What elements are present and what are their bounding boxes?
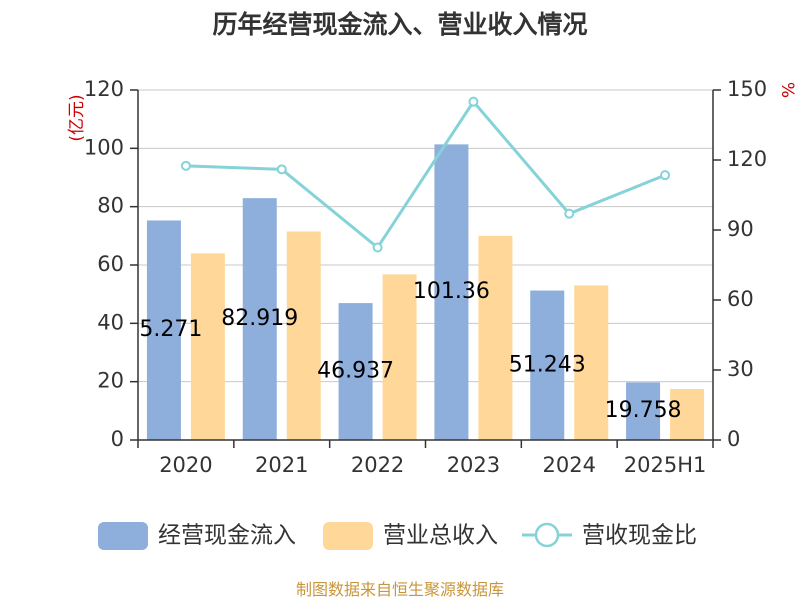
right-axis-unit: % bbox=[777, 82, 797, 98]
right-tick-label: 60 bbox=[727, 287, 754, 311]
left-tick-label: 100 bbox=[84, 135, 124, 159]
line-point bbox=[180, 160, 191, 171]
bar-revenue bbox=[286, 231, 321, 440]
data-label: 51.243 bbox=[509, 352, 586, 377]
bar-revenue bbox=[574, 285, 609, 440]
bar-revenue bbox=[190, 253, 225, 440]
right-tick-label: 150 bbox=[727, 77, 767, 101]
bar-cash-inflow bbox=[530, 290, 565, 440]
left-tick-label: 40 bbox=[97, 310, 124, 334]
data-label: 82.919 bbox=[221, 306, 298, 331]
left-tick-label: 60 bbox=[97, 252, 124, 276]
chart-title: 历年经营现金流入、营业收入情况 bbox=[212, 10, 587, 39]
bar-cash-inflow bbox=[338, 303, 373, 440]
bar-revenue bbox=[670, 388, 705, 440]
left-tick-label: 120 bbox=[84, 77, 124, 101]
line-point bbox=[564, 208, 575, 219]
data-labels-layer: 75.271 82.919 46.937 101.36 51.243 19.758 bbox=[125, 279, 682, 423]
legend-ratio-label: 营收现金比 bbox=[582, 523, 697, 549]
bar-revenue bbox=[478, 235, 513, 440]
x-tick-label: 2021 bbox=[255, 453, 308, 477]
source-note: 制图数据来自恒生聚源数据库 bbox=[296, 580, 504, 599]
legend-revenue-swatch bbox=[323, 522, 373, 550]
bar-cash-inflow bbox=[242, 198, 277, 440]
line-point bbox=[660, 170, 671, 181]
legend-cash-inflow-label: 经营现金流入 bbox=[158, 523, 296, 549]
x-tick-label: 2024 bbox=[543, 453, 596, 477]
data-label: 75.271 bbox=[125, 317, 202, 342]
left-tick-label: 20 bbox=[97, 369, 124, 393]
data-label: 46.937 bbox=[317, 359, 394, 384]
left-axis-unit: (亿元) bbox=[67, 94, 87, 141]
x-tick-label: 2025H1 bbox=[624, 453, 707, 477]
right-tick-label: 90 bbox=[727, 217, 754, 241]
data-label: 101.36 bbox=[413, 279, 490, 304]
line-point bbox=[468, 96, 479, 107]
right-tick-label: 120 bbox=[727, 147, 767, 171]
series-line bbox=[185, 99, 666, 250]
x-tick-label: 2022 bbox=[351, 453, 404, 477]
bars-layer bbox=[146, 144, 705, 440]
right-tick-label: 0 bbox=[727, 427, 740, 451]
left-tick-label: 80 bbox=[97, 194, 124, 218]
left-tick-label: 0 bbox=[111, 427, 124, 451]
line-point bbox=[276, 164, 287, 175]
legend-ratio-swatch-marker bbox=[534, 522, 560, 548]
bar-cash-inflow bbox=[434, 144, 469, 440]
data-label: 19.758 bbox=[605, 398, 682, 423]
right-tick-label: 30 bbox=[727, 357, 754, 381]
bar-cash-inflow bbox=[146, 220, 181, 440]
line-point bbox=[372, 242, 383, 253]
x-tick-label: 2020 bbox=[159, 453, 212, 477]
bar-revenue bbox=[382, 274, 417, 440]
x-tick-label: 2023 bbox=[447, 453, 500, 477]
legend: 经营现金流入 营业总收入 营收现金比 bbox=[98, 522, 697, 550]
legend-revenue-label: 营业总收入 bbox=[383, 523, 498, 549]
gridlines bbox=[138, 89, 713, 383]
bar-cash-inflow bbox=[626, 382, 661, 440]
legend-cash-inflow-swatch bbox=[98, 522, 148, 550]
line-layer bbox=[180, 96, 671, 253]
axes: 0 20 40 60 80 100 120 0 30 60 90 120 150 2020 2021 2022… bbox=[84, 77, 767, 477]
